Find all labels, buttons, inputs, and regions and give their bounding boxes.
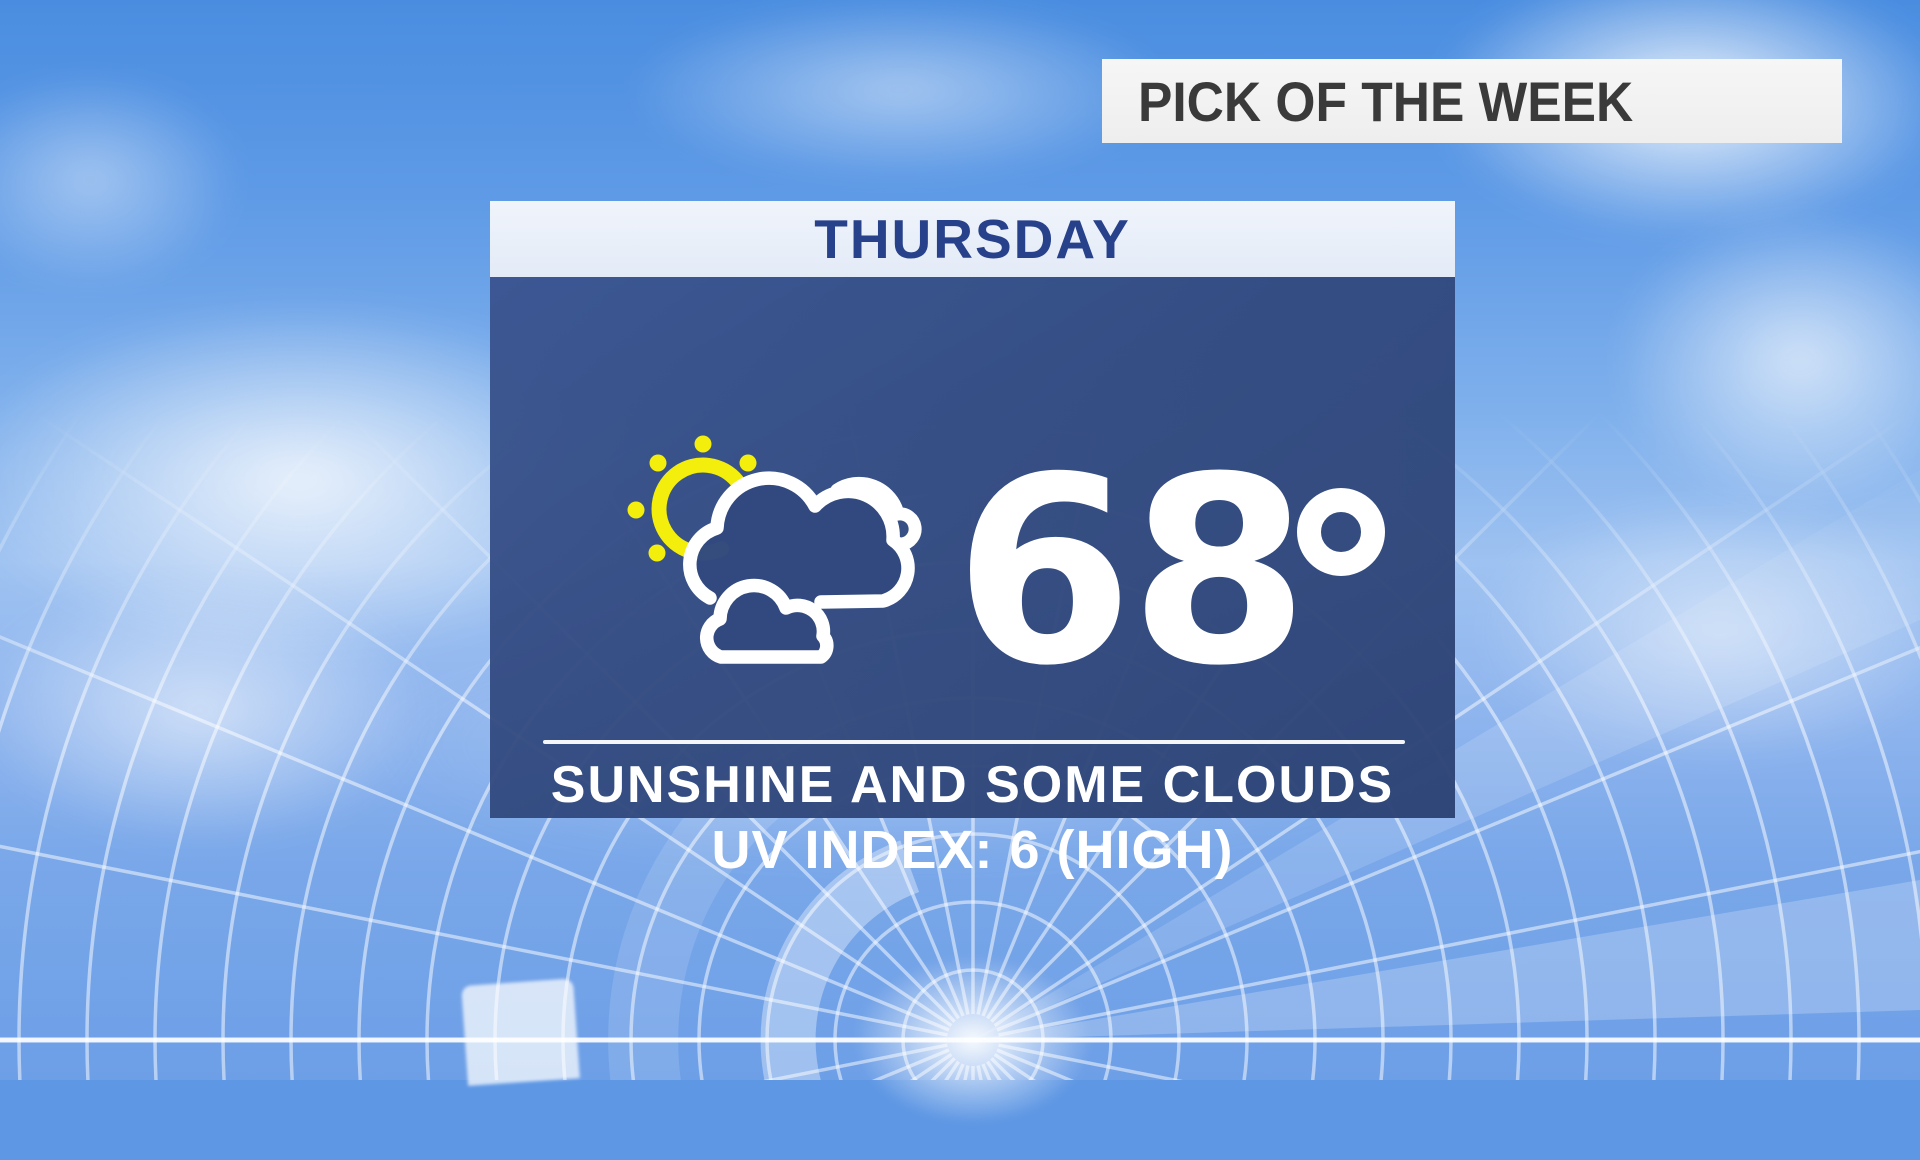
banner-label: PICK OF THE WEEK [1138,69,1634,133]
condition-text-line2: UV INDEX: 6 (HIGH) [711,820,1234,880]
temperature-digits: 68 [954,422,1309,722]
temperature: 68 [954,422,1309,743]
pick-of-the-week-banner: PICK OF THE WEEK [1102,59,1842,143]
forecast-card: THURSDAY 68 SUNSHINE AN [490,201,1455,877]
degree-symbol [1297,488,1385,576]
sun-ray-dot [739,454,757,472]
divider-line [543,740,1405,744]
condition-text-line1: SUNSHINE AND SOME CLOUDS [550,756,1395,814]
grid-center-glow [803,920,1143,1160]
sun-behind-clouds-icon [627,435,922,664]
card-body: 68 SUNSHINE AND SOME CLOUDS UV INDEX: 6 … [490,277,1455,877]
back-cloud-outline [830,476,922,551]
card-header: THURSDAY [490,201,1455,277]
sun-ray-dot [648,544,666,562]
sun-ray-dot [694,435,712,453]
decorative-watermark-bar [461,978,580,1086]
sun-ray-dot [627,501,645,519]
sun-ray-dot [649,454,667,472]
day-label: THURSDAY [814,208,1131,270]
big-cloud-outline [683,471,915,609]
